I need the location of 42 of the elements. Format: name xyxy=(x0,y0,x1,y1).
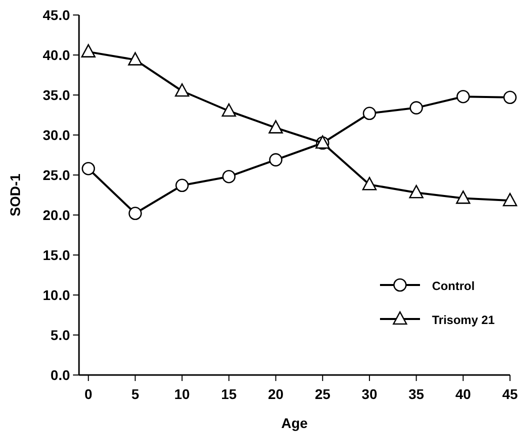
point xyxy=(269,153,282,166)
point xyxy=(456,190,470,204)
x-tick-label: 45 xyxy=(502,386,518,402)
point xyxy=(128,52,142,66)
x-axis-title: Age xyxy=(281,415,308,431)
x-tick-label: 25 xyxy=(314,386,331,402)
point xyxy=(222,103,236,117)
point xyxy=(503,90,517,104)
point xyxy=(81,44,96,58)
y-tick-label: 0.0 xyxy=(50,367,70,383)
x-tick-label: 20 xyxy=(268,386,284,402)
y-axis-title: SOD-1 xyxy=(7,173,23,216)
y-tick-label: 25.0 xyxy=(42,167,70,183)
y-tick-label: 10.0 xyxy=(42,287,70,303)
x-tick-label: 40 xyxy=(455,386,472,402)
point xyxy=(222,170,236,184)
point xyxy=(268,120,283,134)
y-tick-label: 40.0 xyxy=(42,47,70,63)
x-tick-label: 30 xyxy=(362,386,378,402)
point xyxy=(175,178,189,192)
y-tick-label: 45.0 xyxy=(42,7,70,23)
x-tick-label: 15 xyxy=(221,386,237,402)
point xyxy=(174,83,190,97)
point xyxy=(456,90,470,104)
y-tick-label: 35.0 xyxy=(42,87,70,103)
x-tick-label: 35 xyxy=(408,386,424,402)
legend-label: Control xyxy=(432,279,475,293)
legend-label: Trisomy 21 xyxy=(432,313,496,327)
x-tick-label: 5 xyxy=(131,386,140,402)
y-tick-label: 15.0 xyxy=(42,247,70,263)
x-tick-label: 0 xyxy=(84,386,92,402)
point xyxy=(82,162,96,176)
point xyxy=(362,106,376,120)
point xyxy=(409,184,424,198)
point xyxy=(128,206,142,220)
point xyxy=(362,176,377,190)
point xyxy=(410,101,423,114)
point xyxy=(502,192,518,206)
y-tick-label: 30.0 xyxy=(42,127,70,143)
y-tick-label: 5.0 xyxy=(50,327,70,343)
x-tick-label: 10 xyxy=(174,386,190,402)
y-tick-label: 20.0 xyxy=(42,207,70,223)
